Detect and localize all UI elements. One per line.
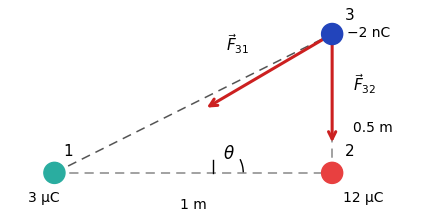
Text: −2 nC: −2 nC <box>347 26 390 40</box>
Text: 3 μC: 3 μC <box>28 191 59 205</box>
Circle shape <box>44 162 65 183</box>
Text: $\vec{F}_{32}$: $\vec{F}_{32}$ <box>352 72 375 96</box>
Text: θ: θ <box>223 145 233 163</box>
Text: 2: 2 <box>344 144 353 159</box>
Text: 12 μC: 12 μC <box>342 191 383 205</box>
Text: 1 m: 1 m <box>179 198 206 212</box>
Text: $\vec{F}_{31}$: $\vec{F}_{31}$ <box>225 32 249 56</box>
Text: 1: 1 <box>63 144 73 159</box>
Text: 3: 3 <box>344 8 353 23</box>
Text: 0.5 m: 0.5 m <box>352 121 392 135</box>
Circle shape <box>321 162 342 183</box>
Circle shape <box>321 24 342 44</box>
